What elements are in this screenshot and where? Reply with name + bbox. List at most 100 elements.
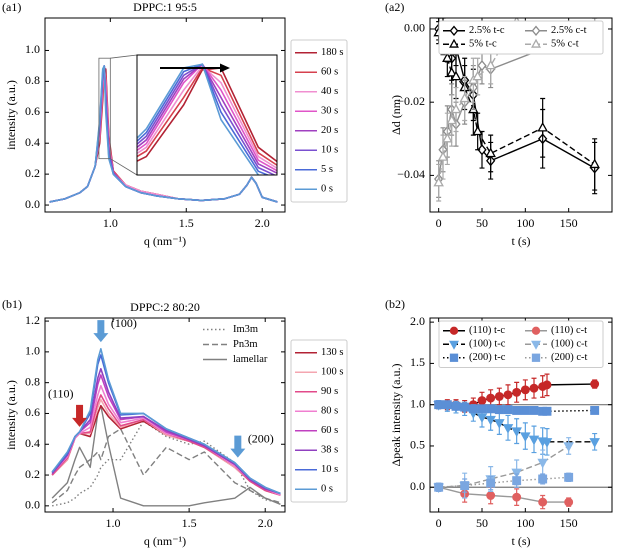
marker bbox=[434, 400, 444, 410]
marker bbox=[528, 435, 540, 446]
y-tick-label: −0.04 bbox=[397, 167, 425, 181]
panel-label: (a1) bbox=[2, 0, 21, 14]
legend-label: 180 s bbox=[321, 47, 343, 58]
axes-frame bbox=[44, 317, 286, 513]
x-tick-label: 2.0 bbox=[258, 516, 273, 530]
marker bbox=[486, 478, 496, 488]
legend-label: 2.5% t-c bbox=[469, 25, 505, 36]
marker bbox=[503, 390, 513, 400]
x-tick-label: 0 bbox=[436, 516, 442, 530]
x-axis-label: t (s) bbox=[512, 234, 531, 248]
axes-frame bbox=[429, 317, 613, 513]
marker bbox=[511, 468, 522, 479]
legend-label: (110) c-t bbox=[551, 325, 587, 336]
x-tick-label: 150 bbox=[560, 516, 578, 530]
x-axis-label: q (nm⁻¹) bbox=[144, 534, 186, 548]
marker bbox=[486, 404, 496, 414]
x-tick-label: 100 bbox=[516, 216, 534, 230]
legend-label: Pn3m bbox=[233, 339, 258, 350]
y-tick-label: 0.0 bbox=[410, 479, 425, 493]
marker bbox=[537, 458, 548, 469]
marker bbox=[529, 406, 539, 415]
marker bbox=[542, 406, 552, 416]
legend-label: (100) t-c bbox=[469, 339, 506, 350]
marker bbox=[485, 415, 496, 426]
y-tick-label: 0.8 bbox=[25, 73, 40, 87]
marker bbox=[531, 340, 541, 350]
marker bbox=[449, 340, 459, 350]
marker bbox=[494, 419, 505, 429]
x-axis-label: q (nm⁻¹) bbox=[144, 234, 186, 248]
axes-frame bbox=[44, 17, 286, 213]
marker bbox=[512, 406, 522, 415]
x-tick-label: 150 bbox=[560, 216, 578, 230]
annotation-label: (100) bbox=[111, 316, 137, 330]
marker bbox=[538, 474, 548, 484]
marker bbox=[449, 353, 459, 362]
annotation-arrow bbox=[230, 435, 246, 458]
y-tick-label: 0.2 bbox=[25, 467, 40, 481]
annotation-arrow bbox=[93, 320, 109, 343]
marker bbox=[541, 438, 553, 448]
x-tick-label: 50 bbox=[476, 516, 488, 530]
marker bbox=[538, 497, 548, 507]
panel-label: (a2) bbox=[385, 0, 404, 14]
marker bbox=[460, 481, 470, 491]
marker bbox=[472, 125, 483, 136]
plot-area bbox=[51, 347, 281, 507]
marker bbox=[531, 25, 541, 36]
zoom-connector bbox=[110, 54, 138, 59]
marker bbox=[564, 497, 574, 507]
y-tick-label: 2.0 bbox=[410, 314, 425, 328]
legend-label: 30 s bbox=[321, 106, 338, 117]
marker bbox=[450, 103, 462, 114]
marker bbox=[459, 92, 470, 103]
y-tick-label: 0.0 bbox=[25, 498, 40, 512]
marker bbox=[442, 132, 453, 143]
legend-box bbox=[290, 339, 348, 503]
legend-box bbox=[438, 20, 604, 55]
chart-title: DPPC:2 80:20 bbox=[130, 300, 200, 314]
marker bbox=[437, 151, 449, 161]
chart-title: DPPC:1 95:5 bbox=[133, 0, 197, 14]
legend-label: (100) c-t bbox=[551, 339, 588, 350]
marker bbox=[531, 38, 541, 48]
legend-box bbox=[438, 320, 604, 368]
x-tick-label: 1.0 bbox=[106, 516, 121, 530]
x-tick-label: 2.0 bbox=[255, 216, 270, 230]
x-tick-label: 100 bbox=[516, 516, 534, 530]
legend-label: (200) t-c bbox=[469, 352, 506, 363]
y-tick-label: 1.5 bbox=[410, 355, 425, 369]
legend-label: 5% t-c bbox=[469, 39, 497, 50]
marker bbox=[511, 427, 522, 438]
y-axis-label: Δpeak intensity (a.u.) bbox=[389, 363, 403, 466]
y-tick-label: 0.2 bbox=[25, 166, 40, 180]
annotation-label: (200) bbox=[248, 431, 274, 445]
legend-label: 130 s bbox=[321, 347, 343, 358]
legend-label: (200) c-t bbox=[551, 352, 588, 363]
series-line bbox=[51, 394, 281, 496]
marker bbox=[446, 66, 457, 77]
y-axis-label: Δd (nm) bbox=[389, 95, 403, 135]
y-tick-label: −0.02 bbox=[397, 94, 425, 108]
marker bbox=[442, 400, 452, 410]
marker bbox=[529, 383, 539, 393]
legend-label: 0 s bbox=[321, 484, 333, 495]
marker bbox=[531, 326, 541, 335]
marker bbox=[442, 52, 453, 62]
x-tick-label: 1.5 bbox=[179, 216, 194, 230]
series-line bbox=[438, 486, 569, 503]
marker bbox=[590, 406, 600, 415]
marker bbox=[564, 472, 574, 482]
marker bbox=[477, 396, 487, 406]
y-tick-label: 1.0 bbox=[25, 42, 40, 56]
y-tick-label: 0.8 bbox=[25, 374, 40, 388]
marker bbox=[486, 491, 496, 500]
y-tick-label: 0.00 bbox=[404, 21, 425, 35]
legend-label: 90 s bbox=[321, 386, 338, 397]
marker bbox=[531, 353, 541, 362]
marker bbox=[476, 413, 488, 423]
marker bbox=[472, 70, 483, 81]
series-line bbox=[51, 347, 281, 495]
x-tick-label: 50 bbox=[476, 216, 488, 230]
